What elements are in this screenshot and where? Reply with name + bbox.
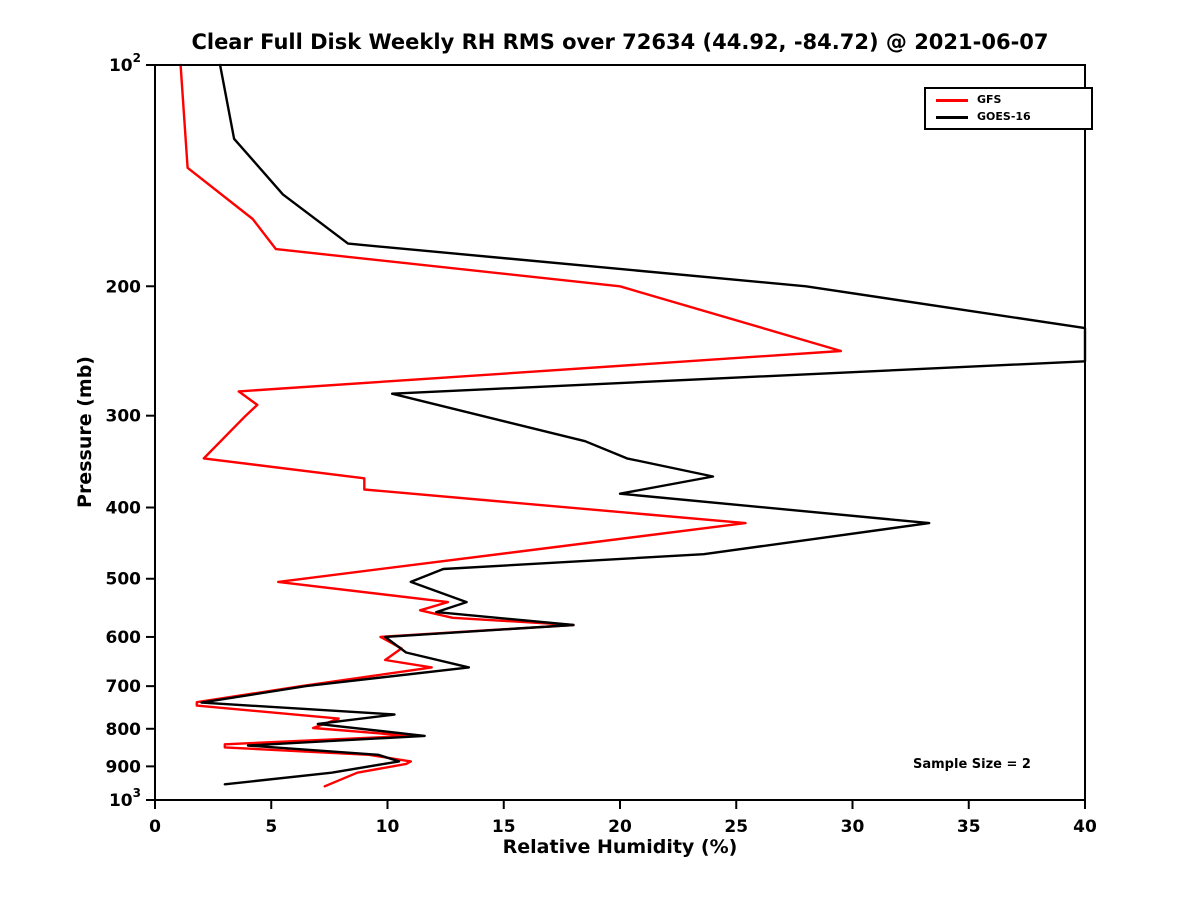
goes16-line-swatch — [936, 115, 968, 119]
y-tick-label: 400 — [106, 499, 142, 519]
y-tick-label: 900 — [106, 757, 142, 777]
legend-item-goes16: GOES-16 — [936, 110, 1081, 124]
legend-label-goes16: GOES-16 — [977, 110, 1031, 124]
y-tick-label: 200 — [106, 277, 142, 297]
sample-size-annotation: Sample Size = 2 — [913, 757, 1031, 772]
series-line-gfs — [179, 63, 843, 788]
plot-box — [154, 64, 1086, 801]
y-tick-label: 300 — [106, 407, 142, 427]
x-axis-label: Relative Humidity (%) — [502, 836, 738, 858]
series-line-goes-16 — [200, 63, 1087, 786]
gfs-line-swatch — [936, 98, 968, 102]
chart-title: Clear Full Disk Weekly RH RMS over 72634… — [191, 30, 1049, 54]
y-tick-label: 700 — [106, 677, 142, 697]
legend-item-gfs: GFS — [936, 93, 1081, 106]
x-tick-label: 40 — [1073, 817, 1097, 837]
x-tick-label: 30 — [841, 817, 865, 837]
y-tick-label: 103 — [109, 786, 141, 811]
x-tick-label: 35 — [957, 817, 981, 837]
x-tick-label: 10 — [376, 817, 400, 837]
y-tick-label: 600 — [106, 628, 142, 648]
x-tick-label: 5 — [265, 817, 277, 837]
x-tick-label: 15 — [492, 817, 516, 837]
x-tick-label: 0 — [149, 817, 161, 837]
y-tick-label: 500 — [106, 570, 142, 590]
legend: GFS GOES-16 — [924, 87, 1093, 131]
y-tick-label: 800 — [106, 720, 142, 740]
x-tick-label: 20 — [608, 817, 632, 837]
legend-label-gfs: GFS — [977, 93, 1002, 106]
y-tick-label: 102 — [109, 51, 141, 76]
x-tick-label: 25 — [724, 817, 748, 837]
